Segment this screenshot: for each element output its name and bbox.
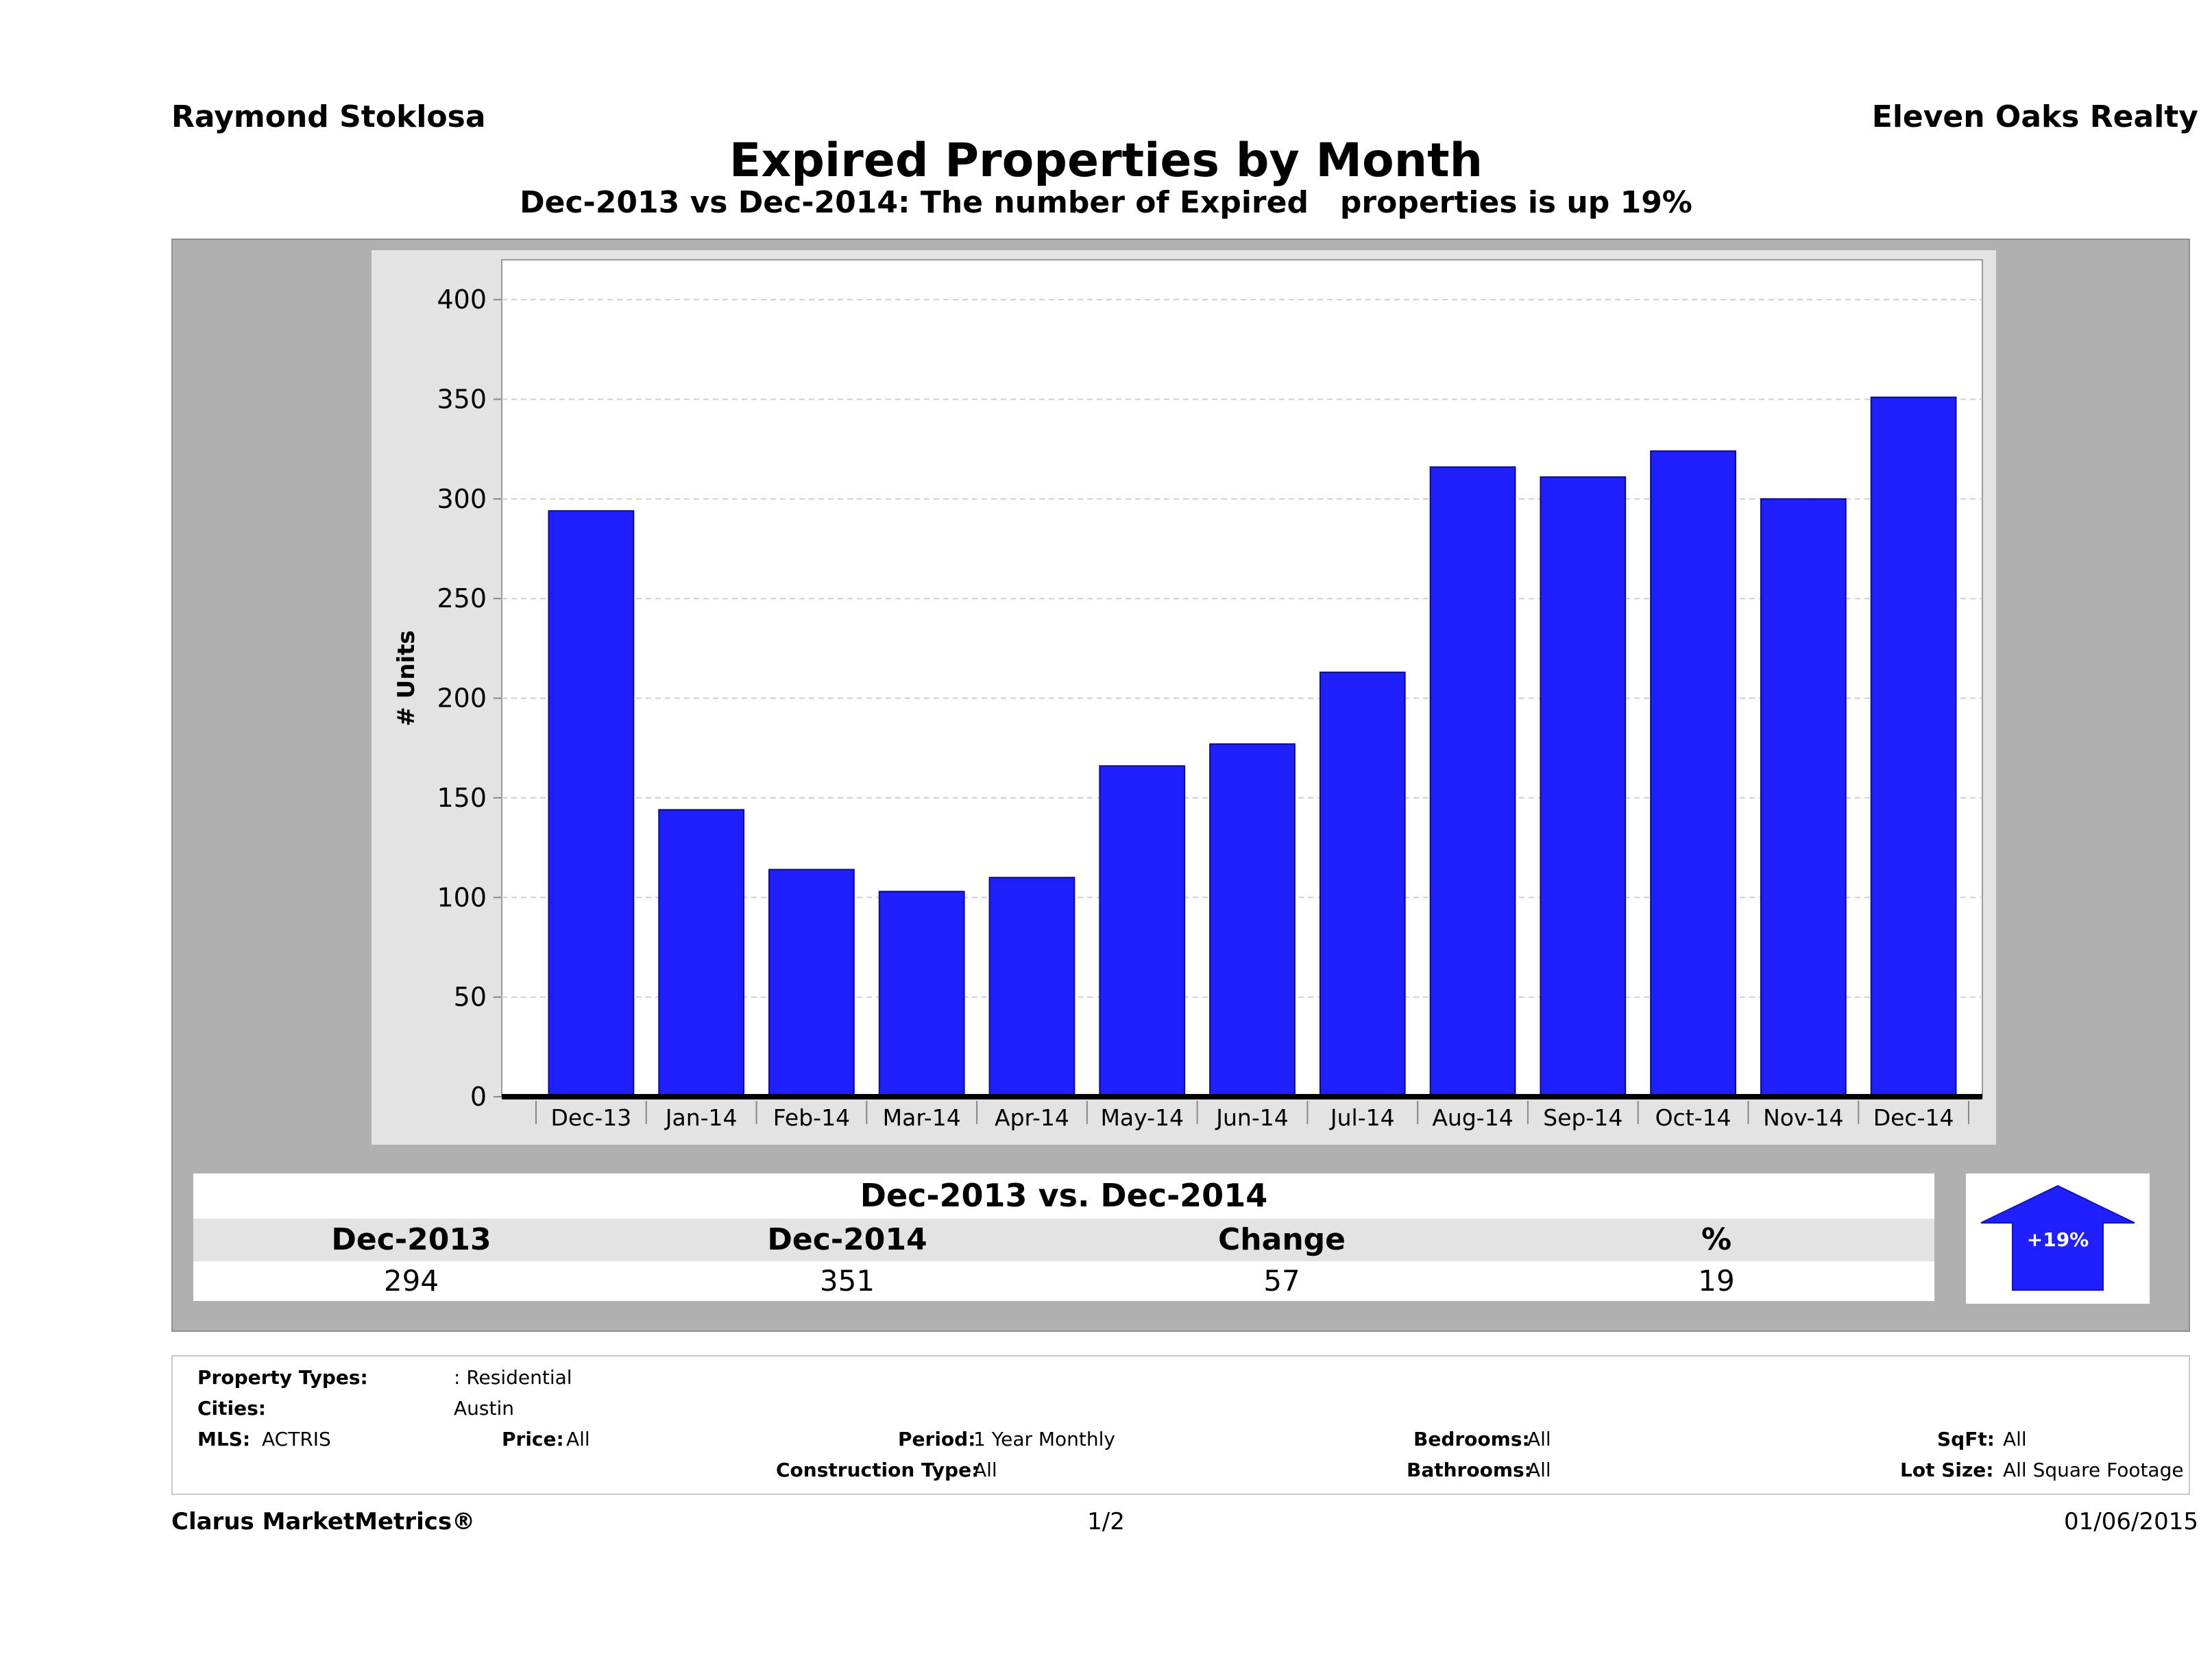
bar	[768, 868, 855, 1097]
change-badge: +19%	[1966, 1174, 2150, 1304]
bar	[1209, 743, 1296, 1097]
value-percent: 19	[1698, 1264, 1735, 1298]
sqft-value: All	[2003, 1428, 2027, 1450]
x-tick-label: Dec-13	[551, 1104, 632, 1131]
y-tick-label: 400	[437, 284, 487, 315]
x-tick-label: Aug-14	[1432, 1104, 1513, 1131]
x-tick-label: Feb-14	[773, 1104, 850, 1131]
chart-title: Expired Properties by Month	[729, 134, 1483, 188]
header-dec-2014: Dec-2014	[767, 1222, 927, 1257]
lot-size-label: Lot Size:	[1900, 1459, 1994, 1481]
bar	[548, 510, 635, 1097]
bar	[1650, 450, 1736, 1098]
x-tick-label: Nov-14	[1763, 1104, 1843, 1131]
x-tick-label: Jun-14	[1215, 1104, 1288, 1131]
mls-value: ACTRIS	[262, 1428, 331, 1450]
y-tick-label: 200	[437, 683, 487, 714]
bar	[1429, 466, 1516, 1098]
period-value: 1 Year Monthly	[973, 1428, 1116, 1450]
y-tick-label: 100	[437, 882, 487, 912]
bathrooms-label: Bathrooms:	[1407, 1459, 1532, 1481]
header-percent: %	[1701, 1222, 1732, 1257]
mls-label: MLS:	[197, 1428, 251, 1450]
bar	[988, 877, 1075, 1097]
bar	[1099, 765, 1186, 1098]
header-dec-2013: Dec-2013	[331, 1222, 491, 1257]
y-tick-label: 0	[470, 1082, 487, 1112]
construction-type-value: All	[973, 1459, 997, 1481]
x-tick-label: Mar-14	[883, 1104, 961, 1131]
y-tick-label: 250	[437, 583, 487, 613]
y-tick-label: 150	[437, 783, 487, 813]
comparison-table: Dec-2013 vs. Dec-2014 Dec-2013 Dec-2014 …	[193, 1174, 1934, 1307]
comparison-title: Dec-2013 vs. Dec-2014	[860, 1177, 1268, 1214]
bedrooms-label: Bedrooms:	[1413, 1428, 1530, 1450]
construction-type-label: Construction Type:	[776, 1459, 980, 1481]
price-label: Price:	[502, 1428, 564, 1450]
y-tick-label: 350	[437, 385, 487, 415]
lot-size-value: All Square Footage	[2003, 1459, 2184, 1481]
property-types-value: : Residential	[454, 1366, 572, 1389]
bar	[1540, 476, 1627, 1097]
x-tick-label: Oct-14	[1655, 1104, 1731, 1131]
value-change: 57	[1263, 1264, 1300, 1298]
header-change: Change	[1218, 1222, 1346, 1257]
y-axis-label: # Units	[393, 630, 420, 726]
cities-label: Cities:	[197, 1397, 266, 1420]
report-date: 01/06/2015	[2064, 1508, 2198, 1535]
x-tick-label: Apr-14	[995, 1104, 1069, 1131]
change-badge-label: +19%	[2026, 1228, 2089, 1251]
x-tick-label: May-14	[1100, 1104, 1184, 1131]
company-name: Eleven Oaks Realty	[1871, 99, 2198, 134]
up-arrow-icon	[1980, 1184, 2135, 1291]
bar-chart: 0 50 100 150 200 250 300 350 400 # Units Dec-13 Jan…	[393, 259, 1983, 1131]
price-value: All	[566, 1428, 590, 1450]
sqft-label: SqFt:	[1937, 1428, 1995, 1450]
agent-name: Raymond Stoklosa	[171, 99, 486, 134]
period-label: Period:	[898, 1428, 976, 1450]
bathrooms-value: All	[1527, 1459, 1551, 1481]
comparison-header-row: Dec-2013 Dec-2014 Change %	[193, 1219, 1934, 1261]
search-criteria: Property Types: : Residential Cities: Au…	[171, 1355, 2190, 1495]
comparison-value-row: 294 351 57 19	[193, 1261, 1934, 1301]
bar	[1870, 396, 1957, 1098]
x-tick-label: Sep-14	[1543, 1104, 1622, 1131]
bar	[1319, 671, 1406, 1097]
bar	[658, 809, 745, 1097]
comparison-title-row: Dec-2013 vs. Dec-2014	[193, 1174, 1934, 1219]
bar	[1760, 498, 1847, 1098]
value-dec-2014: 351	[819, 1264, 875, 1298]
x-tick-label: Dec-14	[1873, 1104, 1954, 1131]
value-dec-2013: 294	[383, 1264, 439, 1298]
x-tick-label: Jan-14	[664, 1104, 738, 1131]
x-tick-label: Jul-14	[1329, 1104, 1395, 1131]
footer-brand: Clarus MarketMetrics®	[171, 1508, 476, 1535]
bedrooms-value: All	[1527, 1428, 1551, 1450]
cities-value: Austin	[454, 1397, 514, 1420]
property-types-label: Property Types:	[197, 1366, 368, 1389]
bar	[878, 890, 965, 1097]
y-tick-label: 300	[437, 484, 487, 514]
chart-subtitle: Dec-2013 vs Dec-2014: The number of Expi…	[520, 185, 1692, 220]
page-number: 1/2	[1087, 1508, 1125, 1535]
y-tick-label: 50	[454, 982, 487, 1012]
